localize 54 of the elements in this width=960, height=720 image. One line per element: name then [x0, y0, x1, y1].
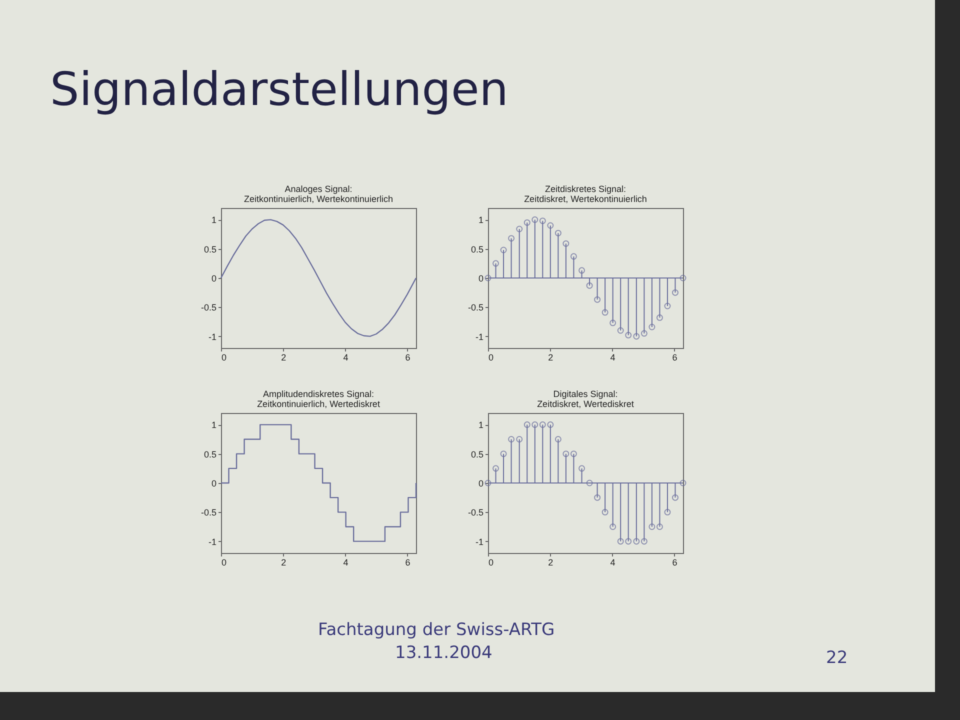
y-tick-label: -1: [208, 536, 216, 547]
y-tick-label: -1: [208, 332, 216, 342]
text: 22: [826, 648, 848, 668]
y-tick-label: -1: [475, 332, 484, 342]
point: [586, 480, 593, 486]
text: 13.11.2004: [395, 643, 492, 663]
x-tick-label: 6: [405, 558, 410, 568]
y-tick-label: -0.5: [468, 302, 484, 313]
x-tick-label: 2: [281, 558, 286, 568]
point: [484, 274, 492, 282]
y-tick-label: 1: [211, 215, 216, 226]
x-tick-label: 6: [405, 352, 410, 362]
y-tick-label: -0.5: [200, 302, 216, 313]
x-tick-label: 2: [548, 558, 554, 568]
text: Fachtagung der Swiss-ARTG: [318, 620, 555, 640]
y-tick-label: 0.5: [470, 449, 484, 460]
x-tick-label: 6: [672, 352, 678, 362]
y-tick-label: 0: [478, 274, 484, 284]
chart-title: Zeitdiskretes Signal:: [544, 184, 626, 194]
y-tick-label: 0.5: [204, 449, 216, 460]
point: [680, 274, 686, 282]
chart-title: Amplitudendiskretes Signal:: [262, 389, 374, 399]
point: [484, 480, 492, 486]
x-tick-label: 0: [488, 352, 494, 362]
y-tick-label: 1: [478, 420, 484, 430]
chart-subtitle: Zeitdiskret, Wertekontinuierlich: [524, 194, 647, 204]
y-tick-label: -0.5: [468, 508, 484, 518]
chart-subtitle: Zeitkontinuierlich, Wertekontinuierlich: [244, 194, 393, 204]
y-tick-label: 0: [211, 274, 216, 284]
chart-subtitle: Zeitkontinuierlich, Wertediskret: [257, 399, 380, 409]
point: [680, 480, 686, 486]
x-tick-label: 6: [672, 558, 678, 568]
y-tick-label: 0.5: [204, 244, 216, 254]
x-tick-label: 4: [343, 558, 348, 568]
chart-title: Analoges Signal:: [284, 184, 352, 194]
y-tick-label: 0: [211, 478, 216, 488]
x-tick-label: 4: [610, 558, 616, 568]
x-tick-label: 4: [610, 352, 616, 362]
x-tick-label: 0: [222, 352, 227, 362]
chart-title: Digitales Signal:: [553, 389, 618, 399]
x-tick-label: 4: [343, 352, 348, 362]
line-series: [220, 219, 417, 337]
y-tick-label: 1: [478, 215, 484, 226]
x-tick-label: 2: [281, 352, 286, 362]
y-tick-label: -1: [475, 536, 484, 547]
x-tick-label: 2: [548, 352, 554, 362]
y-tick-label: 1: [211, 420, 216, 430]
y-tick-label: -0.5: [200, 508, 216, 518]
x-tick-label: 0: [488, 558, 494, 568]
text: Signaldarstellungen: [50, 62, 508, 116]
chart-subtitle: Zeitdiskret, Wertediskret: [537, 399, 634, 409]
y-tick-label: 0: [478, 478, 484, 488]
y-tick-label: 0.5: [470, 244, 484, 254]
x-tick-label: 0: [222, 558, 227, 568]
